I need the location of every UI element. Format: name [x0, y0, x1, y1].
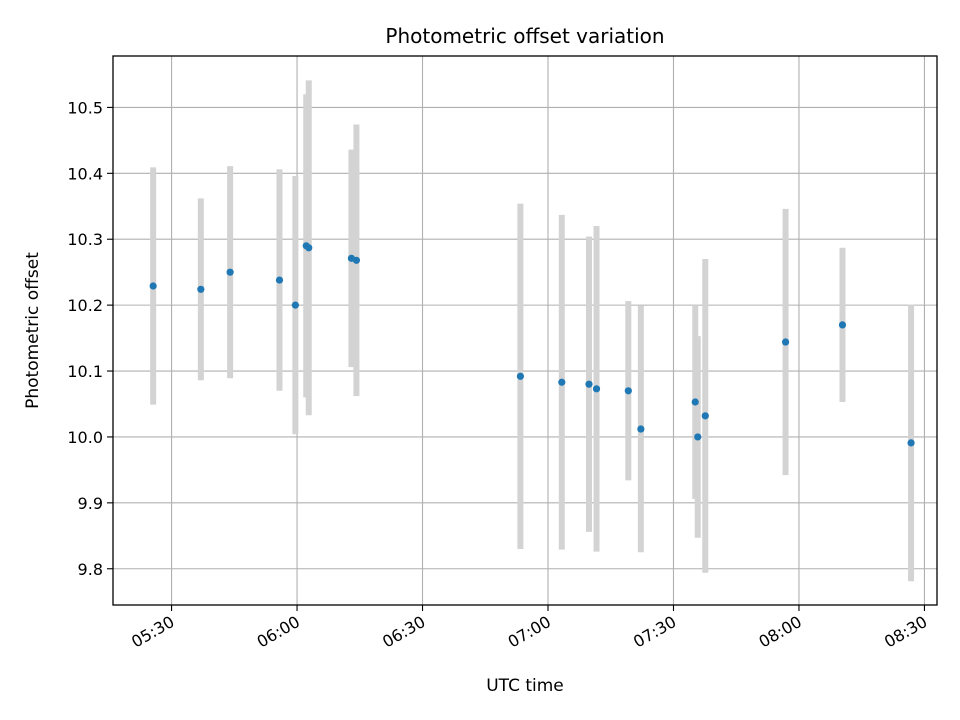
grid: [113, 56, 937, 605]
y-tick-label: 9.9: [78, 494, 103, 513]
y-tick-label: 10.0: [67, 428, 103, 447]
data-point: [516, 372, 524, 380]
y-tick-label: 10.4: [67, 164, 103, 183]
data-point: [694, 433, 702, 441]
data-point: [585, 380, 593, 388]
data-point: [305, 244, 313, 252]
data-point: [592, 385, 601, 393]
data-point: [691, 398, 699, 406]
data-point: [352, 256, 361, 264]
data-point: [275, 276, 284, 284]
y-axis-ticks: 9.8 9.9 10.0 10.1 10.2 10.3 10.4 10.5: [67, 98, 113, 579]
data-point: [197, 285, 205, 293]
y-tick-label: 10.1: [67, 362, 103, 381]
data-point: [637, 425, 645, 433]
y-tick-label: 10.3: [67, 230, 103, 249]
data-point: [558, 378, 566, 386]
x-axis-label: UTC time: [486, 676, 564, 696]
y-axis-label: Photometric offset: [23, 252, 43, 409]
data-point: [781, 338, 790, 346]
y-tick-label: 10.2: [67, 296, 103, 315]
chart-title: Photometric offset variation: [385, 24, 664, 48]
data-point: [907, 439, 915, 447]
data-point: [226, 268, 234, 276]
data-point: [838, 321, 847, 329]
data-point: [624, 387, 632, 395]
data-point: [291, 301, 299, 309]
y-tick-label: 9.8: [78, 560, 103, 579]
data-point: [701, 412, 709, 420]
data-points: [149, 242, 915, 447]
data-point: [149, 282, 157, 290]
y-tick-label: 10.5: [67, 98, 103, 117]
plot-area-frame: [112, 55, 938, 606]
